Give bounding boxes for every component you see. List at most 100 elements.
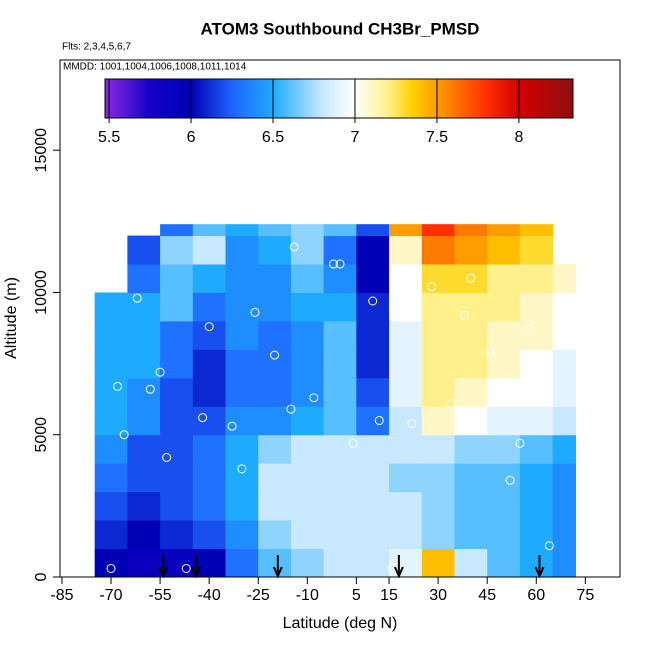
heatmap-cell [552,377,577,407]
heatmap-cell [389,548,423,578]
sample-point [348,438,358,448]
heatmap-cell [421,349,455,379]
sample-point [270,350,280,360]
heatmap-cell [94,548,128,578]
heatmap-cell [519,349,554,379]
heatmap-cell [160,224,194,237]
heatmap-cell [323,491,357,521]
heatmap-cell [225,548,259,578]
heatmap-cell [454,349,488,379]
heatmap-cell [323,349,357,379]
heatmap-cell [258,235,292,265]
heatmap-cell [258,491,292,521]
heatmap-cell [454,264,488,293]
heatmap-cell [160,264,194,293]
heatmap-cell [323,292,357,322]
heatmap-cell [290,520,325,550]
heatmap-cell [225,491,259,521]
heatmap-cell [323,320,357,350]
heatmap-cell [487,548,521,578]
heatmap-cell [421,224,455,237]
heatmap-cell [127,463,161,493]
colorbar-tick-label: 7.5 [426,129,448,146]
heatmap-cell [323,377,357,407]
arrow-head [393,566,404,579]
heatmap-cell [127,264,161,293]
sample-point [544,541,554,551]
heatmap-cell [94,292,128,322]
heatmap-cell [519,463,554,493]
heatmap-cell [487,406,521,436]
heatmap-cell [519,520,554,550]
heatmap-cell [454,406,488,436]
heatmap-cell [487,491,521,521]
heatmap-cell [389,264,423,293]
heatmap-cell [454,320,488,350]
heatmap-cell [127,292,161,322]
heatmap-cell [192,491,227,521]
colorbar-tick-label: 6 [187,129,196,146]
sample-point [250,307,260,317]
heatmap-cell [225,235,259,265]
heatmap-cell [519,320,554,350]
heatmap-cell [389,406,423,436]
heatmap-cell [552,463,577,493]
heatmap-cell [160,491,194,521]
heatmap-cell [323,224,357,237]
y-tick-label: 5000 [33,417,50,453]
colorbar-tick-label: 7 [351,129,360,146]
heatmap-cell [323,548,357,578]
heatmap-cell [127,377,161,407]
heatmap-cell [552,292,577,322]
sample-point [106,563,116,573]
annotation: MMDD: 1001,1004,1006,1008,1011,1014 [63,62,247,73]
heatmap-cell [258,349,292,379]
heatmap-cell [160,235,194,265]
heatmap-cell [323,264,357,293]
heatmap-cell [192,406,227,436]
heatmap-cell [389,434,423,464]
heatmap-cell [421,491,455,521]
heatmap-cell [356,520,390,550]
heatmap-cell [94,491,128,521]
heatmap-cell [552,491,577,521]
sample-point [181,563,191,573]
sample-point [427,282,437,292]
sample-point [289,242,299,252]
heatmap-cell [389,224,423,237]
heatmap-cell [290,377,325,407]
heatmap-cell [421,320,455,350]
heatmap-cell [258,292,292,322]
y-tick-label: 15000 [33,128,50,173]
heatmap-cell [127,320,161,350]
sample-point [309,393,319,403]
heatmap-cell [519,491,554,521]
heatmap-cell [552,264,577,293]
heatmap-cell [258,264,292,293]
heatmap-cell [225,349,259,379]
sample-point [237,464,247,474]
x-tick-label: 45 [478,587,496,604]
sample-point [119,430,129,440]
heatmap-cell [94,349,128,379]
heatmap-cell [487,349,521,379]
heatmap-cell [127,434,161,464]
x-tick-label: -25 [247,587,270,604]
heatmap-cell [519,292,554,322]
heatmap-cell [258,520,292,550]
heatmap-cell [552,434,577,464]
heatmap-cell [258,548,292,578]
sample-point [368,296,378,306]
heatmap-cell [290,224,325,237]
heatmap-cell [519,434,554,464]
y-tick-label: 10000 [33,270,50,315]
heatmap-cell [389,292,423,322]
heatmap-cell [192,320,227,350]
sample-point [155,367,165,377]
heatmap-cell [356,463,390,493]
heatmap-cell [258,377,292,407]
heatmap-cell [192,292,227,322]
x-tick-label: -85 [50,587,73,604]
heatmap-cell [258,463,292,493]
heatmap-cell [290,349,325,379]
